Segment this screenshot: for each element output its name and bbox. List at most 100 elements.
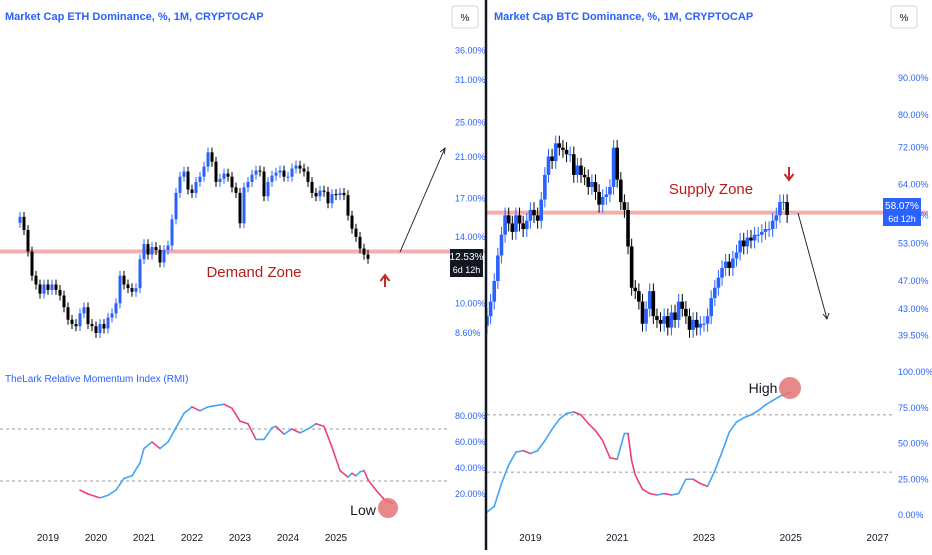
rmi-segment <box>199 406 209 412</box>
left-price-pane[interactable]: 36.00% 31.00% 25.00% 21.00% 17.00% 14.00% 10.0… <box>0 46 486 338</box>
candle-body <box>684 308 688 317</box>
candle-body <box>640 301 645 324</box>
candle-body <box>713 287 717 299</box>
candle-body <box>30 251 34 276</box>
candle-body <box>626 209 630 247</box>
candle-body <box>286 176 290 178</box>
x-tick-label: 2020 <box>85 533 108 544</box>
right-price-pane[interactable]: 90.00%80.00%72.00%64.00%58.00%53.00%47.0… <box>485 73 929 340</box>
candle-body <box>644 308 648 324</box>
candle-body <box>90 324 94 327</box>
right-percent-button[interactable] <box>890 5 918 29</box>
rmi-segment <box>275 425 285 436</box>
rmi-segment <box>587 422 597 432</box>
candle-body <box>258 170 262 172</box>
candle-body <box>767 229 771 231</box>
candle-body <box>274 172 278 176</box>
rmi-segment <box>283 428 293 436</box>
indicator-tick-label: 80.00% <box>455 411 486 421</box>
candle-body <box>110 313 114 318</box>
candle-body <box>206 152 210 167</box>
candle-body <box>741 240 746 247</box>
candle-body <box>250 174 254 182</box>
candle-body <box>517 215 522 224</box>
rmi-segment <box>764 399 774 406</box>
candle-body <box>66 307 70 320</box>
candle-body <box>568 154 572 156</box>
rmi-segment <box>692 478 702 485</box>
candle-body <box>752 234 757 241</box>
candle-body <box>615 147 619 180</box>
rmi-segment <box>706 469 716 488</box>
rmi-segment <box>493 482 503 508</box>
candle-body <box>691 319 695 330</box>
left-price-badge: 12.53% 6d 12h <box>450 249 484 277</box>
left-percent-button[interactable] <box>451 5 479 29</box>
right-indicator-pane[interactable]: 100.00% 75.00% 50.00% 25.00% 0.00% 2019 2021 20… <box>486 367 932 544</box>
candle-body <box>658 319 663 324</box>
candle-body <box>278 170 282 173</box>
candle-body <box>350 215 354 229</box>
candle-body <box>608 186 612 195</box>
candle-body <box>590 182 594 187</box>
candle-body <box>651 291 656 317</box>
left-indicator-pane[interactable]: 80.00% 60.00% 40.00% 20.00% 2019 2020 2021 2022… <box>0 403 486 544</box>
candle-body <box>358 236 362 249</box>
candle-body <box>738 240 742 253</box>
rmi-segment <box>728 421 738 433</box>
candle-body <box>154 247 158 251</box>
red-up-arrow-icon <box>379 273 391 287</box>
candle-body <box>78 313 82 327</box>
rmi-segment <box>207 404 217 408</box>
y-tick-label: 43.00% <box>898 304 929 314</box>
candle-body <box>182 171 186 177</box>
candle-body <box>496 255 500 282</box>
rmi-segment <box>79 489 89 495</box>
low-marker-circle <box>378 498 398 518</box>
rmi-segment <box>315 422 325 428</box>
rmi-segment <box>580 414 590 425</box>
indicator-tick-label: 75.00% <box>898 403 929 413</box>
candle-body <box>290 168 294 177</box>
rmi-segment <box>323 425 333 449</box>
candle-body <box>130 288 134 292</box>
candle-body <box>532 209 536 216</box>
candle-body <box>543 174 547 200</box>
candle-body <box>314 192 318 197</box>
y-tick-label: 53.00% <box>898 238 929 248</box>
candle-body <box>756 234 761 236</box>
candle-body <box>266 181 270 197</box>
candle-body <box>166 245 170 251</box>
price-badge-value: 12.53% <box>450 252 484 263</box>
candle-body <box>669 312 674 328</box>
candle-body <box>727 261 732 268</box>
candle-body <box>673 312 677 320</box>
rmi-segment <box>771 395 781 402</box>
candle-body <box>86 307 90 325</box>
y-tick-label: 25.00% <box>455 118 486 128</box>
rmi-segment <box>742 414 752 419</box>
candle-body <box>528 209 533 221</box>
candle-body <box>593 182 598 192</box>
x-tick-label: 2025 <box>780 533 803 544</box>
rmi-segment <box>536 439 546 452</box>
candle-body <box>564 149 569 155</box>
candle-body <box>210 152 214 162</box>
rmi-segment <box>641 488 651 495</box>
y-tick-label: 21.00% <box>455 152 486 162</box>
candle-body <box>198 176 202 182</box>
candle-body <box>194 181 198 193</box>
candle-body <box>102 324 106 329</box>
rmi-segment <box>367 478 377 491</box>
candle-body <box>611 147 616 187</box>
candle-body <box>294 165 298 169</box>
rmi-segment <box>239 420 249 425</box>
rmi-segment <box>714 451 723 472</box>
rmi-segment <box>507 451 517 466</box>
x-tick-label: 2019 <box>519 533 542 544</box>
candle-body <box>298 165 302 169</box>
y-tick-label: 8.60% <box>455 328 481 338</box>
candle-body <box>579 165 583 175</box>
candle-body <box>270 175 274 182</box>
